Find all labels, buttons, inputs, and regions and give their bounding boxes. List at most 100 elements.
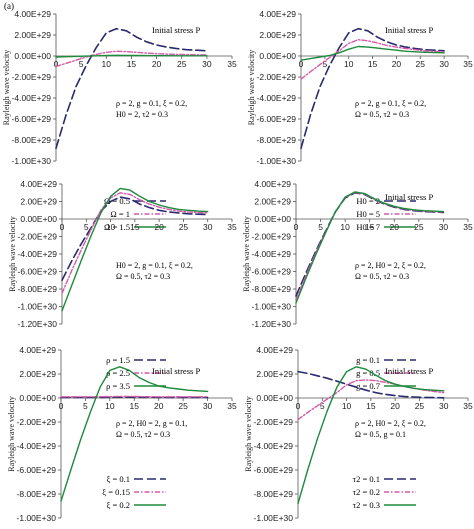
x-tick-label: 10: [340, 222, 350, 232]
series-line-1: [300, 27, 445, 150]
y-axis-label: Rayleigh wave velocity: [247, 50, 256, 126]
data-point: [76, 86, 77, 87]
data-point: [327, 399, 328, 400]
data-point: [443, 397, 444, 398]
y-tick-label: 2.00E+29: [14, 30, 51, 40]
data-point: [159, 204, 160, 205]
data-point: [60, 396, 61, 397]
data-point: [377, 37, 378, 38]
data-point: [166, 54, 167, 55]
data-point: [443, 390, 444, 391]
data-point: [139, 204, 140, 205]
data-point: [86, 65, 87, 66]
x-tick-label: 15: [130, 222, 140, 232]
y-tick-label: 0.00E+00: [259, 51, 296, 61]
data-point: [305, 278, 306, 279]
data-point: [336, 392, 337, 393]
y-tick-label: -1.00E+30: [254, 513, 294, 523]
x-tick-label: 0: [294, 222, 299, 232]
data-point: [300, 60, 301, 61]
data-point: [396, 44, 397, 45]
y-tick-label: -1.00E+30: [18, 302, 58, 312]
data-point: [146, 41, 147, 42]
x-tick-label: 10: [105, 401, 115, 411]
data-point: [139, 396, 140, 397]
data-point: [99, 387, 100, 388]
data-point: [65, 63, 66, 64]
data-point: [129, 396, 130, 397]
data-point: [139, 196, 140, 197]
data-point: [106, 32, 107, 33]
data-point: [100, 210, 101, 211]
data-point: [365, 379, 366, 380]
y-tick-label: 4.00E+29: [20, 179, 57, 189]
x-tick-label: 20: [152, 59, 162, 69]
data-point: [339, 52, 340, 53]
y-tick-label: 0.00E+00: [254, 214, 291, 224]
data-point: [207, 211, 208, 212]
data-point: [386, 49, 387, 50]
data-point: [384, 203, 385, 204]
data-point: [188, 210, 189, 211]
x-tick-label: 30: [439, 401, 449, 411]
y-tick-label: -1.00E+30: [17, 513, 57, 523]
y-tick-label: -1.20E+30: [18, 319, 58, 329]
series-line-3: [55, 54, 208, 58]
data-point: [156, 55, 157, 56]
data-point: [186, 49, 187, 50]
data-point: [65, 114, 66, 115]
x-tick-label: 20: [390, 222, 400, 232]
data-point: [356, 380, 357, 381]
data-point: [317, 438, 318, 439]
legend-label: τ2 = 0.3: [353, 500, 380, 510]
data-point: [207, 396, 208, 397]
data-point: [168, 207, 169, 208]
y-tick-label: 2.00E+29: [19, 369, 56, 379]
data-point: [329, 57, 330, 58]
data-point: [197, 212, 198, 213]
data-point: [405, 48, 406, 49]
x-tick-label: 25: [414, 222, 424, 232]
data-point: [444, 50, 445, 51]
data-point: [178, 212, 179, 213]
chart-title: Initial stress P: [152, 25, 200, 35]
data-point: [65, 56, 66, 57]
data-point: [295, 299, 296, 300]
data-point: [129, 370, 130, 371]
y-tick-label: 0.00E+00: [20, 214, 57, 224]
legend-label: g = 0.7: [356, 381, 380, 391]
x-tick-label: 0: [296, 401, 301, 411]
data-point: [354, 191, 355, 192]
data-point: [364, 193, 365, 194]
y-tick-label: -1.00E+30: [252, 302, 292, 312]
data-point: [307, 412, 308, 413]
data-point: [178, 388, 179, 389]
data-point: [60, 501, 61, 502]
chart-title: Initial stress P: [385, 25, 433, 35]
x-tick-label: 10: [106, 222, 116, 232]
series-line-1: [61, 196, 209, 282]
data-point: [110, 201, 111, 202]
data-point: [297, 419, 298, 420]
data-point: [444, 52, 445, 53]
x-tick-label: 15: [127, 59, 137, 69]
data-point: [80, 396, 81, 397]
data-point: [129, 194, 130, 195]
data-point: [71, 260, 72, 261]
data-point: [396, 50, 397, 51]
data-point: [307, 373, 308, 374]
parameter-annotation: Ω = 0.5, τ2 = 0.3: [355, 272, 409, 281]
x-tick-label: 25: [179, 222, 189, 232]
data-point: [148, 382, 149, 383]
data-point: [120, 192, 121, 193]
data-point: [80, 439, 81, 440]
data-point: [295, 295, 296, 296]
data-point: [415, 51, 416, 52]
data-point: [61, 310, 62, 311]
data-point: [310, 71, 311, 72]
chart-title: Initial stress P: [385, 366, 433, 376]
data-point: [61, 280, 62, 281]
data-point: [91, 235, 92, 236]
data-point: [377, 48, 378, 49]
data-point: [295, 302, 296, 303]
